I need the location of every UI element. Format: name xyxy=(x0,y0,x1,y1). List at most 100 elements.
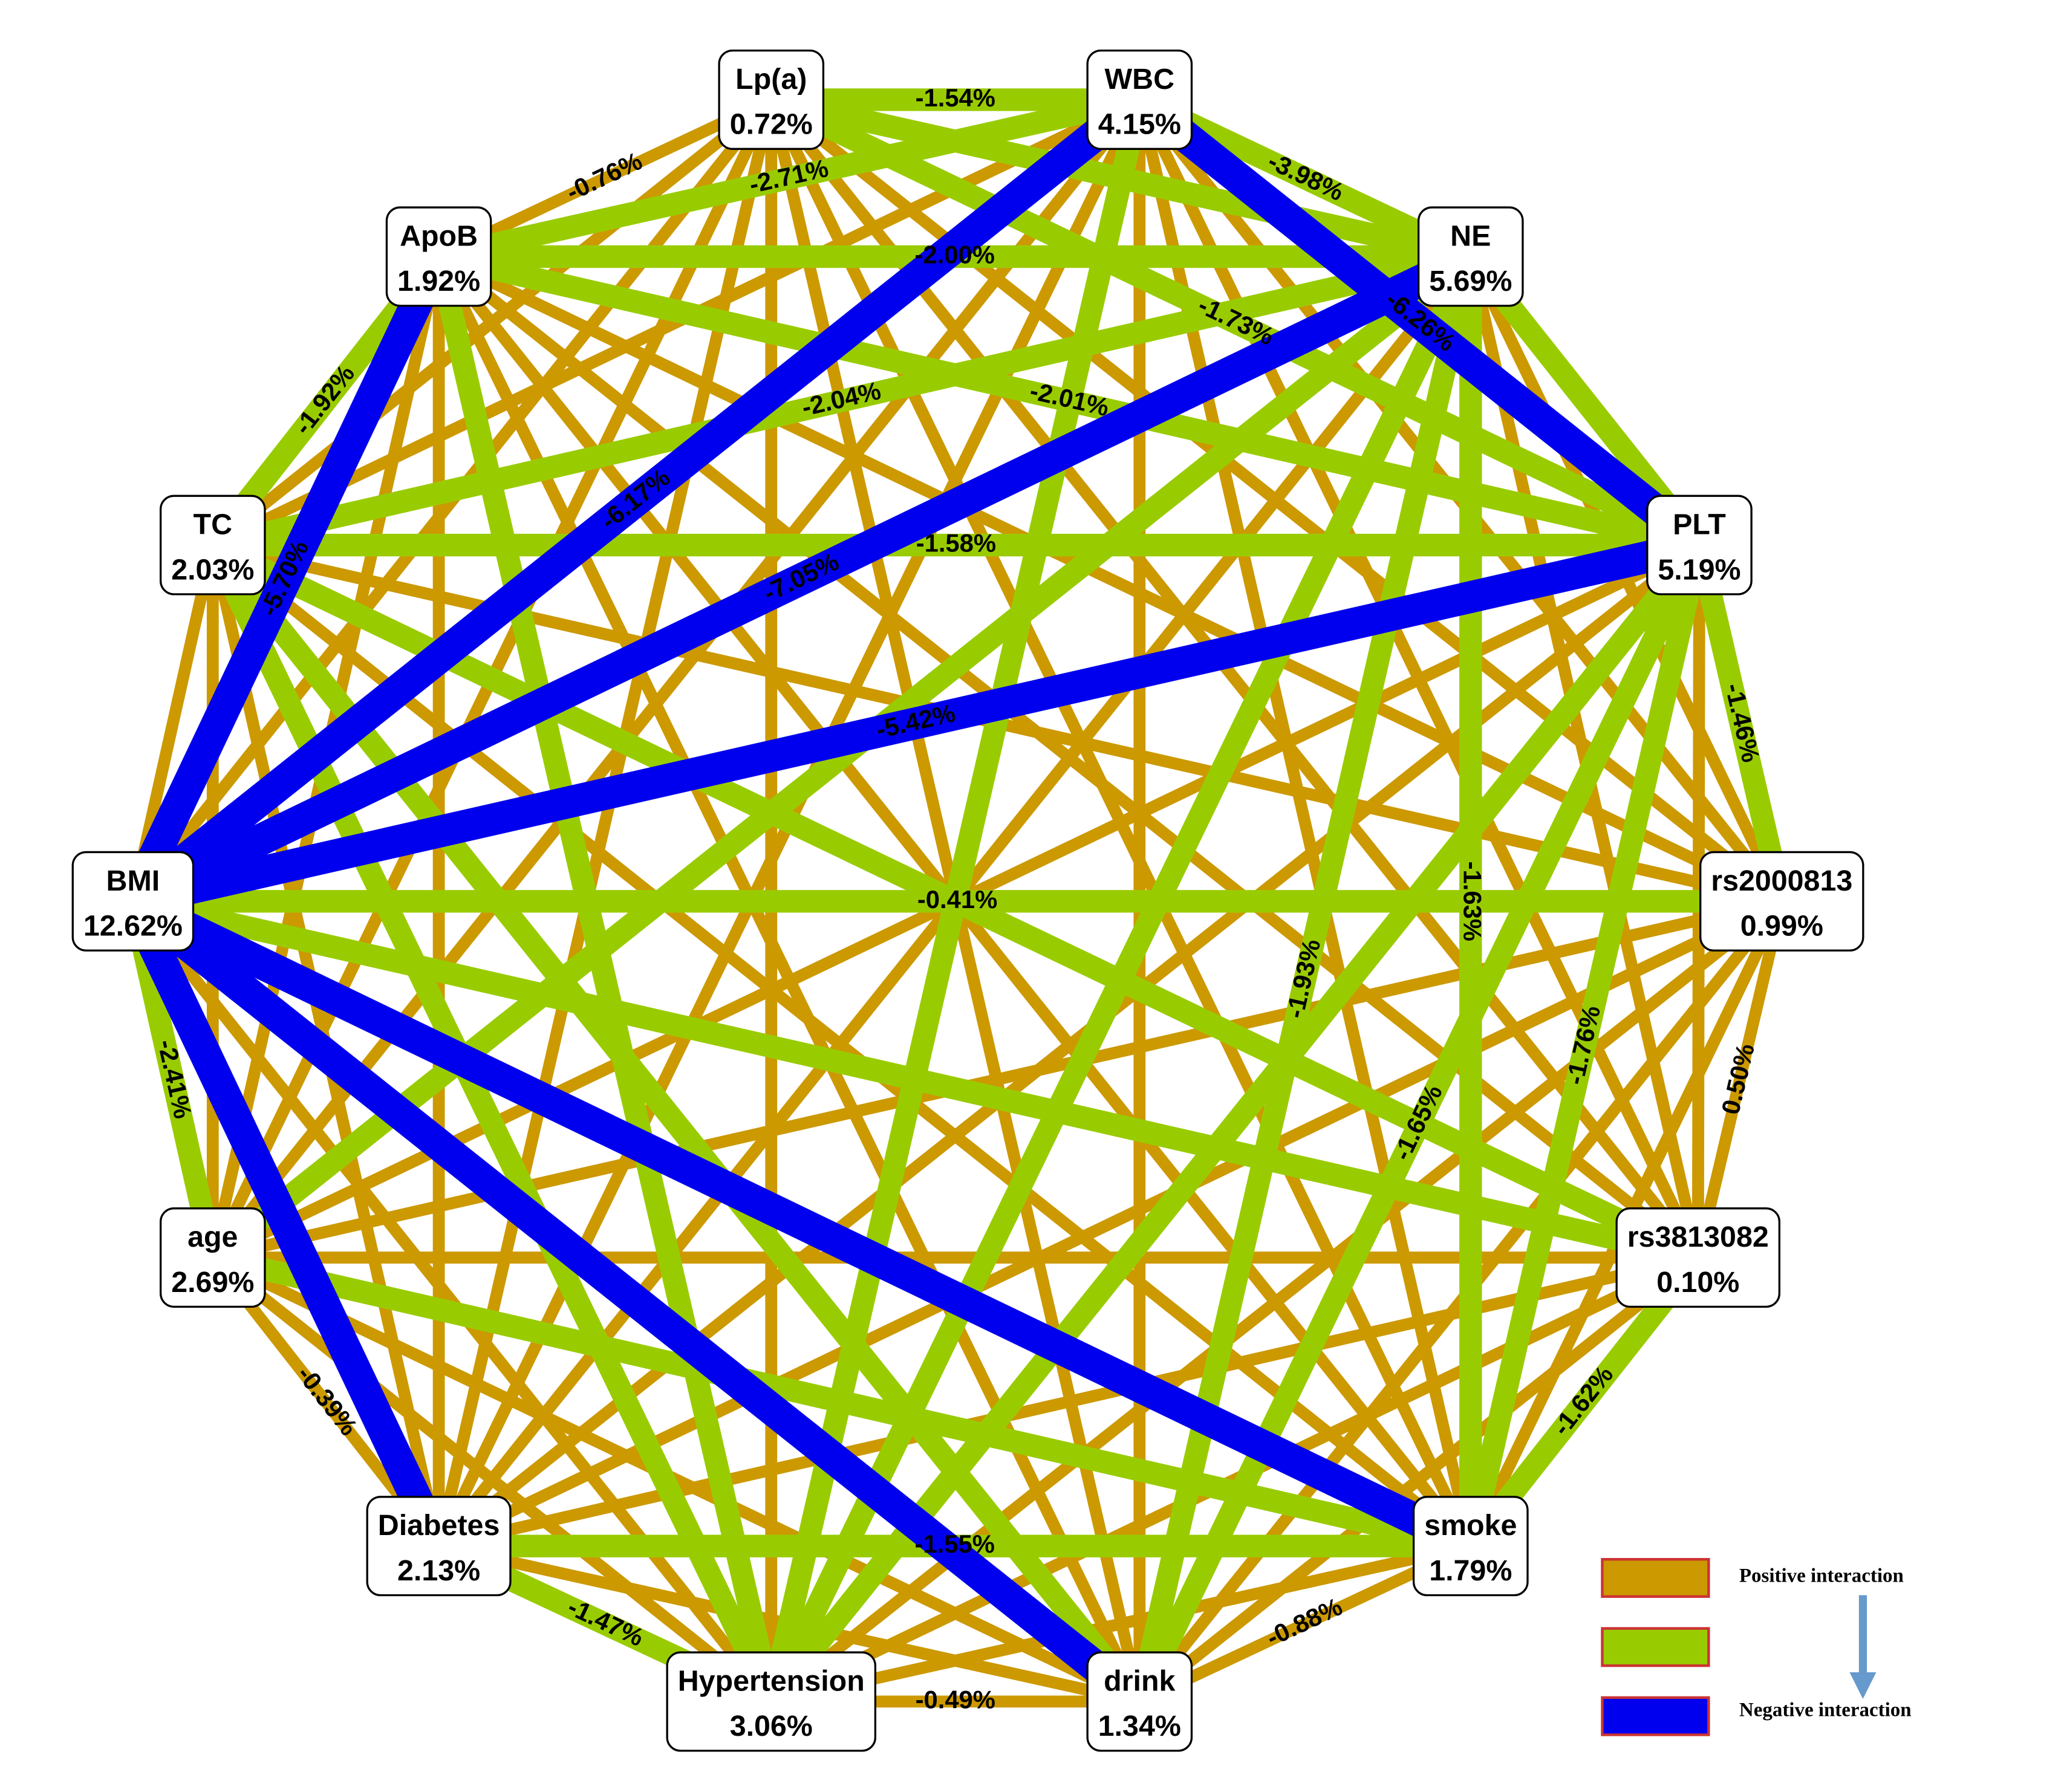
node-name: Lp(a) xyxy=(735,63,807,96)
edge xyxy=(1133,98,1477,1548)
node-name: smoke xyxy=(1424,1509,1517,1542)
node-box xyxy=(1086,49,1193,150)
node-name: WBC xyxy=(1105,63,1175,96)
node-value: 12.62% xyxy=(83,910,183,943)
node-box xyxy=(366,1496,512,1597)
edge xyxy=(204,537,1148,1709)
edge xyxy=(1128,254,1482,1704)
node: age 2.69% xyxy=(159,1207,266,1308)
edge xyxy=(766,96,1703,1262)
node-name: ApoB xyxy=(400,219,478,252)
node-name: PLT xyxy=(1673,508,1726,541)
edge-label: -1.54% xyxy=(916,83,995,112)
edge-label: -1.63% xyxy=(1459,862,1487,941)
edge xyxy=(1688,542,1793,904)
edge xyxy=(123,87,1150,914)
edges xyxy=(119,87,1793,1715)
node: Lp(a) 0.72% xyxy=(718,49,825,150)
node-box xyxy=(1615,1207,1780,1308)
edge xyxy=(1692,900,1788,1259)
edge xyxy=(770,1540,1472,1708)
node-name: rs2000813 xyxy=(1711,865,1852,897)
node: Diabetes 2.13% xyxy=(366,1496,512,1597)
node-box xyxy=(1699,851,1864,952)
node-box xyxy=(718,49,825,150)
edge xyxy=(210,1246,1473,1557)
legend: Positive interaction Negative interactio… xyxy=(1601,1557,1912,1736)
edge xyxy=(206,247,1478,1267)
node: drink 1.34% xyxy=(1086,1651,1193,1752)
node-value: 0.72% xyxy=(730,108,813,141)
node-value: 2.69% xyxy=(171,1266,254,1299)
edge xyxy=(433,254,1145,1704)
edge xyxy=(208,96,1145,1262)
edge xyxy=(119,894,454,1553)
edge xyxy=(207,534,1703,1268)
edge xyxy=(211,895,1783,1264)
node-name: age xyxy=(187,1221,238,1253)
edge xyxy=(119,250,454,909)
edge-label: -0.49% xyxy=(916,1685,995,1713)
node-value: 0.99% xyxy=(1740,910,1823,943)
edge xyxy=(428,254,783,1704)
edge xyxy=(209,1253,775,1707)
legend-swatch xyxy=(1601,1696,1710,1736)
edge xyxy=(129,529,1703,917)
node-box xyxy=(1417,206,1524,307)
nodes: Lp(a) 0.72% WBC 4.15% NE 5.69% PLT 5.19% rs20008… xyxy=(71,49,1864,1752)
node: BMI 12.62% xyxy=(71,851,195,952)
edge xyxy=(209,540,1474,1551)
edge xyxy=(766,89,1705,556)
edge xyxy=(432,98,777,1548)
node-name: Hypertension xyxy=(678,1664,865,1697)
legend-arrow xyxy=(1849,1595,1877,1699)
legend-swatch xyxy=(1601,1627,1710,1667)
node-name: TC xyxy=(194,508,232,541)
node-box xyxy=(159,495,266,596)
edge xyxy=(1459,542,1711,1549)
edge xyxy=(437,1251,1699,1552)
edge xyxy=(436,895,1785,1552)
edge xyxy=(126,887,1478,1560)
node-value: 3.06% xyxy=(730,1710,813,1742)
edge-label: -1.46% xyxy=(1720,681,1766,765)
node-name: BMI xyxy=(106,865,160,897)
edge-label: -0.41% xyxy=(917,885,997,914)
legend-top-text: Positive interaction xyxy=(1739,1565,1904,1587)
edge xyxy=(435,252,1702,1262)
edge xyxy=(202,540,782,1707)
node-box xyxy=(666,1651,877,1752)
node-name: rs3813082 xyxy=(1627,1221,1769,1253)
node-name: drink xyxy=(1104,1664,1175,1697)
node-value: 1.79% xyxy=(1429,1554,1512,1587)
node-box xyxy=(1646,495,1753,596)
legend-swatch xyxy=(1601,1557,1710,1598)
node: rs2000813 0.99% xyxy=(1699,851,1864,952)
edge xyxy=(436,251,1785,907)
node-name: Diabetes xyxy=(378,1509,500,1542)
node: smoke 1.79% xyxy=(1412,1496,1529,1597)
node: rs3813082 0.10% xyxy=(1615,1207,1780,1308)
edge-label: 0.50% xyxy=(1716,1041,1760,1117)
node-value: 1.92% xyxy=(397,265,480,297)
node-value: 5.19% xyxy=(1658,553,1740,586)
edge-label: -2.00% xyxy=(915,240,995,268)
node-value: 4.15% xyxy=(1098,108,1181,141)
edge-label: -1.55% xyxy=(915,1530,995,1558)
edge-label: -0.76% xyxy=(562,146,646,206)
edge xyxy=(1129,87,1710,558)
node: TC 2.03% xyxy=(159,495,266,596)
node-value: 0.10% xyxy=(1656,1266,1739,1299)
node-box xyxy=(385,206,492,307)
node: ApoB 1.92% xyxy=(385,206,492,307)
node: PLT 5.19% xyxy=(1646,495,1753,596)
edge xyxy=(436,245,1702,556)
node-value: 5.69% xyxy=(1429,265,1512,297)
edge xyxy=(436,88,1142,268)
node-value: 1.34% xyxy=(1098,1710,1181,1742)
legend-bottom-text: Negative interaction xyxy=(1739,1699,1912,1721)
node-box xyxy=(1086,1651,1193,1752)
node: Hypertension 3.06% xyxy=(666,1651,877,1752)
